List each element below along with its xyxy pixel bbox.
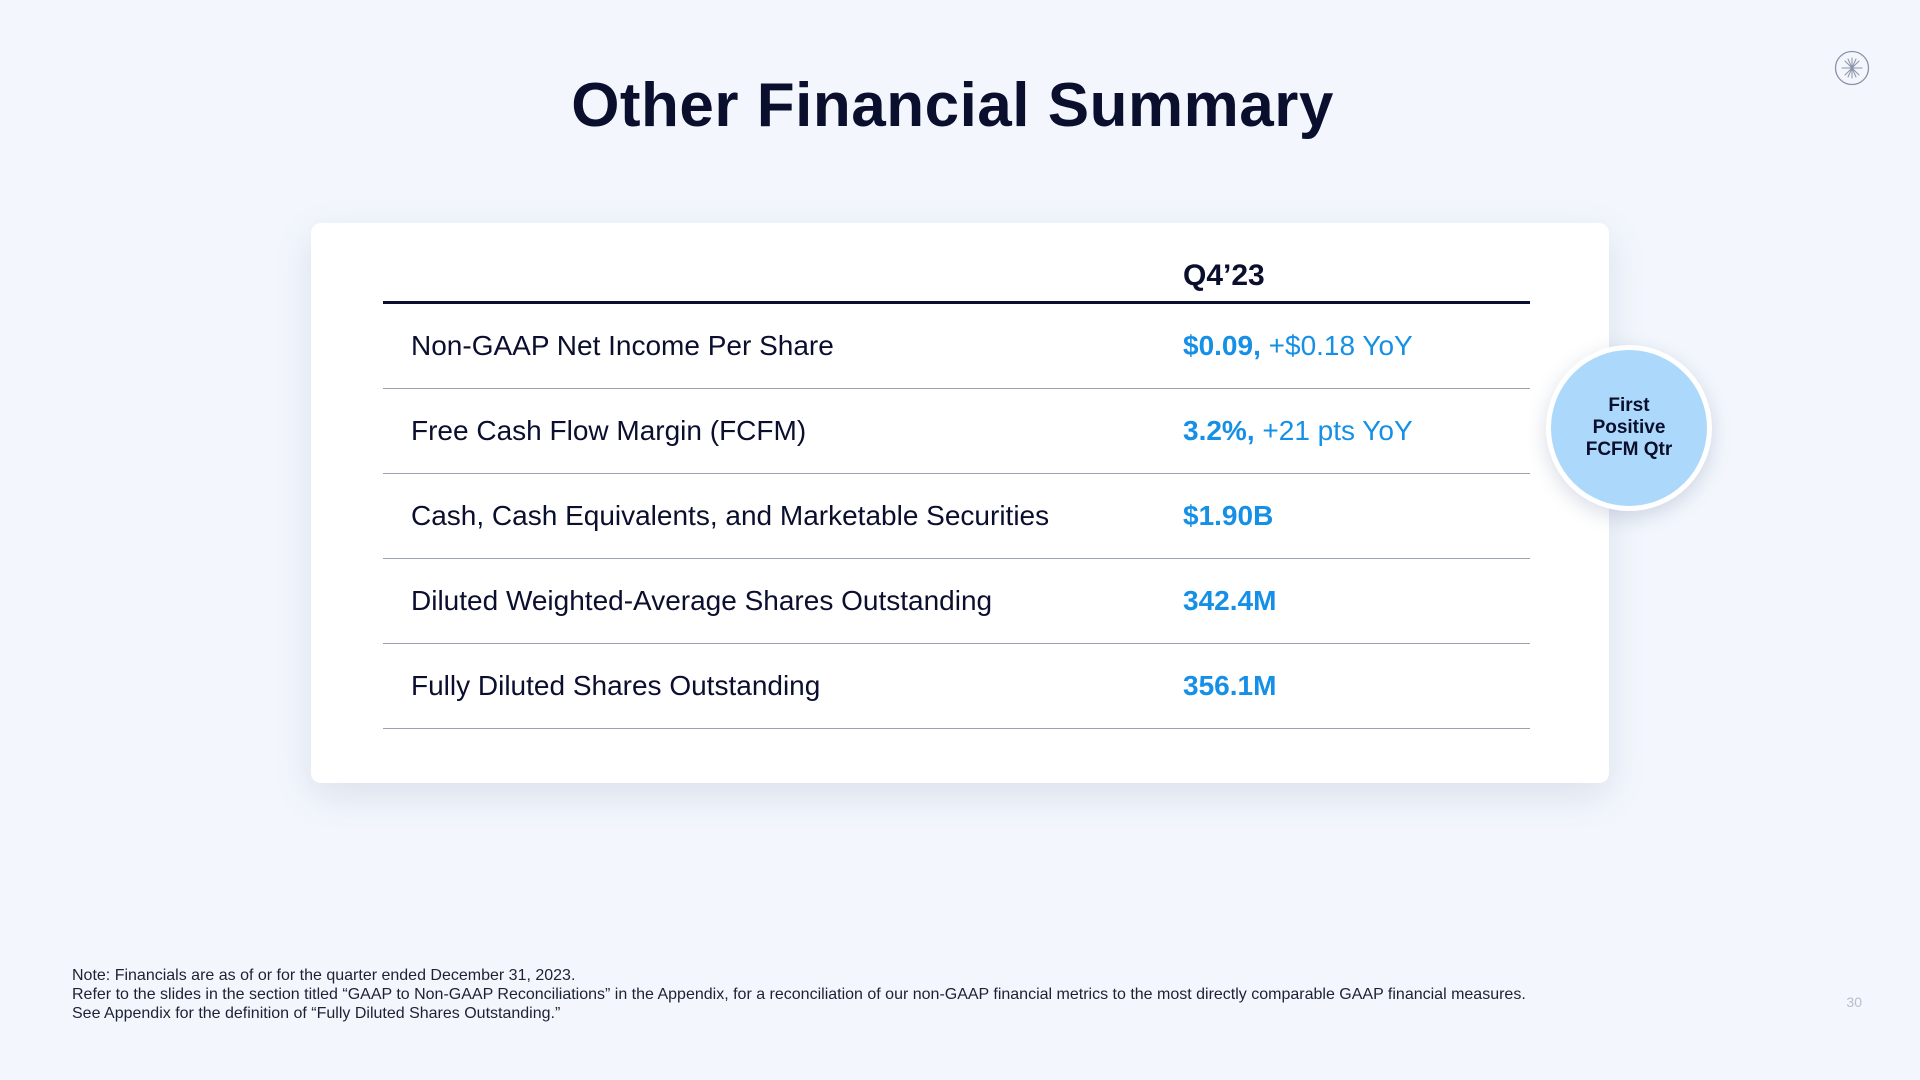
footnote-line: See Appendix for the definition of “Full… bbox=[72, 1005, 561, 1022]
table-row: Free Cash Flow Margin (FCFM) 3.2%, +21 p… bbox=[383, 389, 1530, 474]
row-value-change: +$0.18 YoY bbox=[1260, 330, 1413, 361]
row-value: 342.4M bbox=[1183, 585, 1276, 617]
row-label: Diluted Weighted-Average Shares Outstand… bbox=[411, 585, 993, 616]
table-row: Cash, Cash Equivalents, and Marketable S… bbox=[383, 474, 1530, 559]
badge-line: Positive bbox=[1592, 417, 1666, 438]
row-value-main: 356.1M bbox=[1183, 670, 1277, 701]
footnote-line: Note: Financials are as of or for the qu… bbox=[72, 967, 576, 984]
starburst-logo-icon bbox=[1834, 50, 1870, 86]
page-number: 30 bbox=[1846, 994, 1862, 1010]
row-value-change: +21 pts YoY bbox=[1254, 415, 1413, 446]
row-label: Non-GAAP Net Income Per Share bbox=[411, 330, 834, 361]
table-row: Non-GAAP Net Income Per Share $0.09, +$0… bbox=[383, 304, 1530, 389]
table-row: Fully Diluted Shares Outstanding 356.1M bbox=[383, 644, 1530, 729]
row-value-main: 342.4M bbox=[1183, 585, 1277, 616]
slide-title: Other Financial Summary bbox=[571, 71, 1334, 140]
row-label: Cash, Cash Equivalents, and Marketable S… bbox=[411, 500, 1050, 531]
row-value: 356.1M bbox=[1183, 670, 1276, 702]
table-row: Diluted Weighted-Average Shares Outstand… bbox=[383, 559, 1530, 644]
financial-summary-table: Q4’23 Non-GAAP Net Income Per Share $0.0… bbox=[383, 253, 1530, 729]
row-value: 3.2%, +21 pts YoY bbox=[1183, 415, 1413, 447]
badge-line: FCFM Qtr bbox=[1585, 439, 1673, 460]
footnote-line: Refer to the slides in the section title… bbox=[72, 986, 1526, 1003]
row-value-main: $1.90B bbox=[1183, 500, 1274, 531]
table-header-row: Q4’23 bbox=[383, 253, 1530, 304]
row-label: Free Cash Flow Margin (FCFM) bbox=[411, 415, 807, 446]
row-label: Fully Diluted Shares Outstanding bbox=[411, 670, 821, 701]
badge-text: First Positive FCFM Qtr bbox=[1574, 395, 1684, 461]
row-value-main: $0.09, bbox=[1183, 330, 1261, 361]
row-value: $0.09, +$0.18 YoY bbox=[1183, 330, 1413, 362]
column-header-quarter: Q4’23 bbox=[1183, 259, 1265, 292]
first-positive-fcfm-badge: First Positive FCFM Qtr bbox=[1546, 345, 1712, 511]
row-value: $1.90B bbox=[1183, 500, 1273, 532]
footnotes: Note: Financials are as of or for the qu… bbox=[72, 966, 1526, 1023]
summary-card: Q4’23 Non-GAAP Net Income Per Share $0.0… bbox=[311, 223, 1609, 783]
row-value-main: 3.2%, bbox=[1183, 415, 1255, 446]
badge-line: First bbox=[1608, 395, 1650, 416]
